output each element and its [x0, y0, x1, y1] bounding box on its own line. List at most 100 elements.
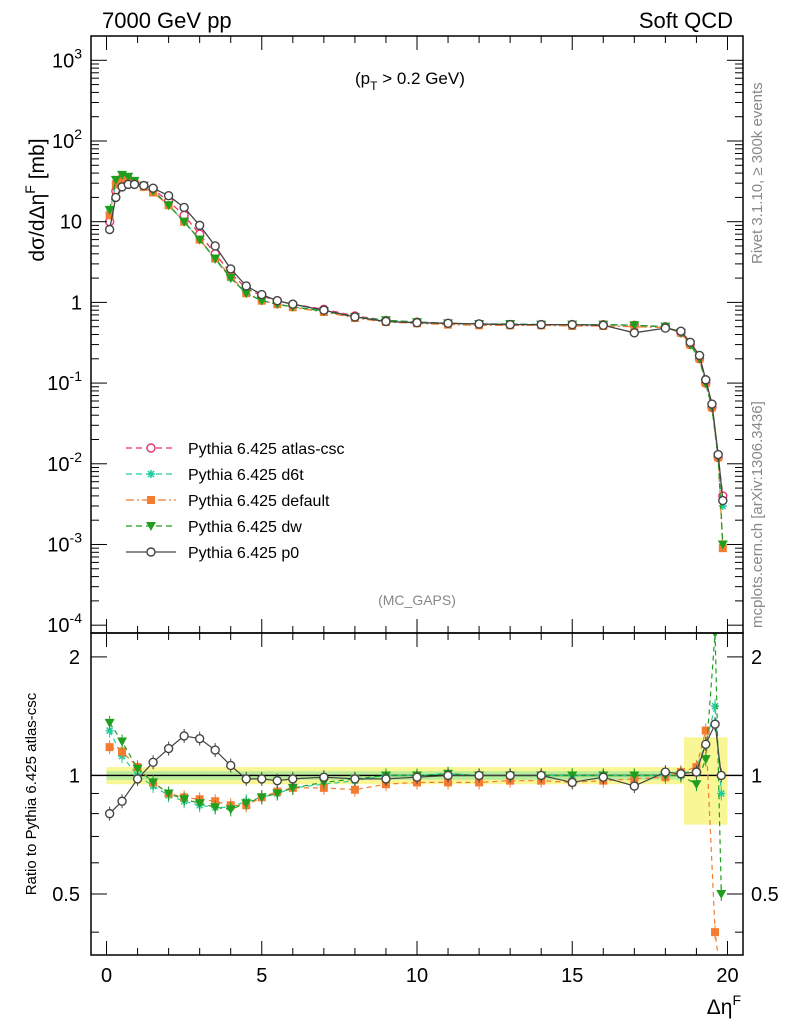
- ratio-y-tick-label: 1: [69, 765, 80, 787]
- ratio-point-p0: [691, 767, 702, 777]
- ratio-y-tick-label-right: 0.5: [751, 884, 779, 906]
- point-dw: [110, 175, 121, 185]
- point-dw: [179, 217, 190, 227]
- ratio-point-dw: [716, 889, 727, 899]
- ratio-point-default: [350, 785, 359, 794]
- ratio-series-default: [105, 723, 720, 955]
- ratio-point-p0: [272, 775, 282, 786]
- axis-tick-labels: 0 5 10 15 20 10-4 10-3 10-2 10-1 1 10 102 103 0.5 0.5 1…: [47, 45, 779, 987]
- y-tick-label: 10: [60, 212, 82, 234]
- ratio-point-p0: [350, 774, 360, 784]
- x-axis-label: ΔηF: [707, 992, 741, 1019]
- ratio-point-p0: [132, 774, 143, 784]
- point-p0: [536, 319, 546, 330]
- side-text-lower: mcplots.cern.ch [arXiv:1306.3436]: [749, 401, 766, 628]
- ratio-y-tick-label-right: 2: [751, 647, 762, 669]
- ratio-line-dw: [109, 633, 722, 895]
- main-y-axis-label: dσ/dΔηF [mb]: [22, 138, 49, 261]
- ratio-point-p0: [536, 770, 546, 781]
- point-dw: [225, 274, 236, 284]
- svg-text:mcplots.cern.ch [arXiv:1306.34: mcplots.cern.ch [arXiv:1306.3436]: [749, 401, 766, 628]
- point-dw: [123, 172, 134, 182]
- ratio-point-p0: [716, 770, 726, 781]
- point-p0: [567, 319, 577, 330]
- point-d6t: [718, 501, 727, 510]
- x-tick-label: 0: [101, 965, 112, 987]
- ratio-point-p0: [194, 733, 205, 744]
- point-p0: [598, 320, 608, 331]
- legend-label: Pythia 6.425 d6t: [188, 467, 304, 484]
- point-p0: [288, 299, 298, 309]
- ratio-point-p0: [148, 757, 158, 767]
- main-plot-area: [104, 170, 728, 553]
- side-text-upper: Rivet 3.1.10, ≥ 300k events: [749, 82, 766, 264]
- legend: Pythia 6.425 atlas-csc Pythia 6.425 d6t Py…: [126, 441, 345, 562]
- point-p0: [443, 318, 453, 329]
- ratio-point-p0: [443, 770, 453, 781]
- point-p0: [412, 318, 422, 328]
- ratio-point-dw: [132, 764, 143, 774]
- ratio-point-dw: [287, 783, 298, 793]
- point-default: [105, 211, 114, 220]
- ratio-point-dw: [210, 803, 221, 813]
- point-p0: [272, 295, 282, 306]
- ratio-point-p0: [179, 731, 189, 741]
- point-p0: [685, 337, 695, 348]
- ratio-point-p0: [117, 796, 127, 806]
- ratio-point-p0: [104, 808, 115, 819]
- ratio-point-d6t: [105, 726, 114, 735]
- point-p0: [179, 202, 189, 213]
- ratio-point-default: [711, 928, 720, 937]
- ratio-point-p0: [701, 739, 711, 749]
- legend-marker: [146, 443, 156, 453]
- legend-marker: [146, 547, 156, 557]
- ratio-point-p0: [412, 772, 422, 782]
- y-tick-label: 10-2: [47, 449, 82, 476]
- point-dw: [629, 321, 640, 331]
- legend-entry-p0: Pythia 6.425 p0: [126, 545, 299, 562]
- legend-entry-dw: Pythia 6.425 dw: [126, 519, 302, 536]
- point-dw: [256, 296, 267, 306]
- ratio-point-p0: [241, 774, 251, 784]
- ratio-point-p0: [210, 745, 220, 755]
- point-p0: [226, 264, 236, 274]
- point-p0: [676, 326, 686, 336]
- y-tick-label: 10-1: [47, 368, 82, 395]
- ratio-point-p0: [710, 719, 720, 729]
- ratio-point-dw: [629, 771, 640, 781]
- point-dw: [104, 205, 115, 215]
- ratio-line-d6t: [109, 705, 722, 808]
- x-tick-label: 15: [561, 965, 583, 987]
- point-dw: [163, 201, 174, 211]
- point-p0: [104, 224, 115, 235]
- point-p0: [148, 183, 158, 193]
- svg-text:Ratio to Pythia 6.425 atlas-cs: Ratio to Pythia 6.425 atlas-csc: [23, 692, 40, 895]
- ratio-series-p0: [104, 717, 726, 821]
- ratio-point-dw: [256, 793, 267, 803]
- ratio-point-dw: [179, 795, 190, 805]
- ratio-point-dw: [225, 805, 236, 815]
- ratio-series-dw: [104, 633, 727, 901]
- point-p0: [629, 328, 640, 338]
- point-p0: [660, 323, 671, 333]
- ratio-point-p0: [598, 772, 608, 782]
- cut-label: (pT > 0.2 GeV): [355, 69, 465, 93]
- ratio-point-default: [105, 743, 114, 752]
- legend-marker: [146, 522, 156, 531]
- ratio-plot-area: [91, 633, 743, 955]
- y-tick-label: 103: [52, 45, 82, 72]
- legend-label: Pythia 6.425 p0: [188, 545, 299, 562]
- y-tick-label: 1: [71, 292, 82, 314]
- legend-entry-atlas_csc: Pythia 6.425 atlas-csc: [126, 441, 345, 458]
- svg-text:Rivet 3.1.10, ≥ 300k events: Rivet 3.1.10, ≥ 300k events: [749, 82, 766, 264]
- ratio-point-p0: [226, 760, 236, 771]
- point-p0: [474, 319, 484, 329]
- point-p0: [319, 305, 329, 315]
- header-right-label: Soft QCD: [639, 8, 733, 33]
- ratio-point-p0: [629, 781, 640, 791]
- point-p0: [350, 312, 360, 322]
- point-p0: [505, 319, 515, 330]
- point-dw: [717, 540, 728, 550]
- legend-label: Pythia 6.425 dw: [188, 519, 302, 536]
